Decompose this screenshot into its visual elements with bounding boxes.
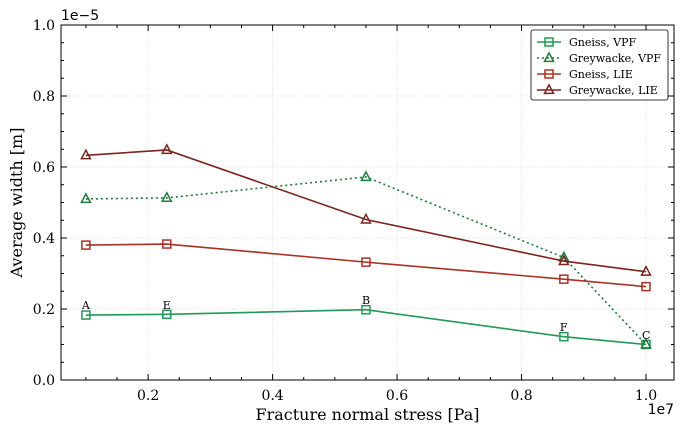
data-point — [81, 240, 91, 250]
series-line — [85, 149, 647, 273]
data-point — [559, 274, 569, 284]
legend-item: Greywacke, LIE — [537, 83, 658, 97]
data-point — [641, 281, 651, 292]
series-gneiss-vpf — [81, 304, 651, 350]
annotation-label: F — [560, 321, 568, 334]
annotation-label: E — [163, 299, 171, 312]
legend-label: Greywacke, LIE — [569, 84, 658, 97]
series-greywacke-vpf — [80, 170, 652, 349]
data-point — [360, 212, 372, 224]
legend-marker — [543, 51, 555, 63]
data-point — [162, 239, 172, 249]
data-point — [162, 309, 172, 320]
x-tick-label: 0.2 — [137, 388, 159, 404]
series-gneiss-lie — [81, 239, 651, 292]
legend-box — [530, 29, 669, 101]
data-point — [360, 170, 372, 182]
data-point — [80, 192, 92, 204]
legend-marker — [544, 69, 554, 79]
annotations-group: A E B F C — [81, 294, 651, 342]
data-point — [80, 148, 92, 160]
y-tick-label: 0.2 — [33, 302, 55, 318]
x-tick-label: 0.8 — [510, 388, 532, 404]
x-tick-label: 0.6 — [386, 388, 408, 404]
legend-label: Greywacke, VPF — [569, 52, 661, 65]
y-tick-label: 0.4 — [33, 231, 55, 247]
x-tick-label: 0.4 — [261, 388, 283, 404]
legend-item: Gneiss, LIE — [537, 68, 633, 81]
data-point — [161, 191, 173, 203]
y-tick-label: 0.6 — [33, 160, 55, 176]
y-tick-label: 1.0 — [33, 18, 55, 34]
series-greywacke-lie — [80, 143, 652, 276]
legend-label: Gneiss, VPF — [569, 36, 637, 49]
y-axis-label: Average width [m] — [7, 128, 26, 279]
legend: Gneiss, VPF Greywacke, VPF Gneiss, LIE Grey… — [530, 29, 669, 101]
legend-item: Gneiss, VPF — [537, 36, 637, 49]
annotation-label: C — [642, 329, 650, 342]
legend-label: Gneiss, LIE — [569, 68, 633, 81]
series-group — [80, 143, 652, 350]
legend-marker — [543, 83, 555, 95]
data-point — [361, 257, 371, 267]
y-tick-label: 0.8 — [33, 89, 55, 105]
series-line — [85, 176, 647, 346]
legend-marker — [544, 37, 554, 47]
data-point — [161, 143, 173, 155]
data-point — [640, 337, 652, 349]
data-point — [81, 310, 91, 320]
legend-item: Greywacke, VPF — [537, 51, 661, 65]
annotation-label: A — [81, 299, 91, 312]
data-point — [640, 265, 652, 276]
x-axis-label: Fracture normal stress [Pa] — [255, 405, 479, 424]
series-line — [85, 308, 647, 346]
series-line — [85, 243, 647, 288]
y-tick-label: 0.0 — [33, 373, 55, 389]
data-point — [558, 254, 570, 266]
annotation-label: B — [362, 294, 370, 307]
y-offset-label: 1e−5 — [61, 8, 99, 24]
x-tick-label: 1.0 — [635, 388, 657, 404]
data-point — [559, 331, 569, 342]
data-point — [361, 304, 371, 315]
ticks-group: 0.2 0.4 0.6 0.8 1.0 0.0 0.2 0.4 0.6 0.8 1.0 — [33, 18, 674, 404]
x-offset-label: 1e7 — [648, 402, 674, 418]
